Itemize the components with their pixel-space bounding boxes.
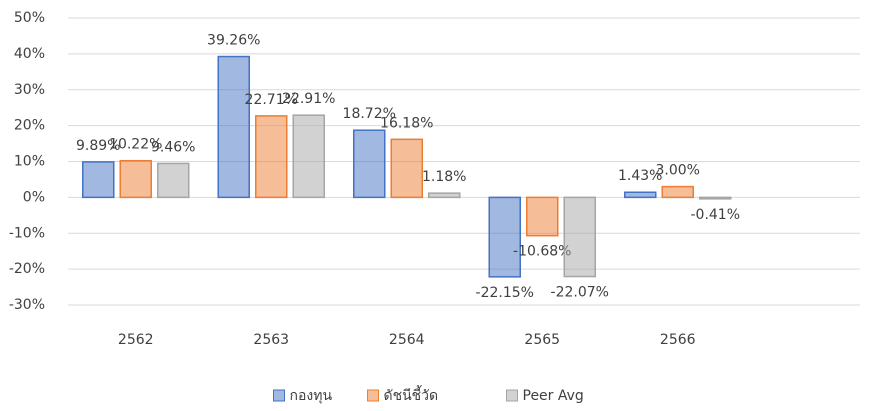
data-label: 10.22% bbox=[109, 137, 162, 153]
data-label: 39.26% bbox=[207, 33, 260, 49]
x-tick-label: 2563 bbox=[253, 332, 289, 348]
data-label: 1.18% bbox=[422, 169, 466, 185]
bar bbox=[661, 185, 694, 199]
data-label: 1.43% bbox=[618, 168, 662, 184]
bar bbox=[428, 192, 461, 199]
x-tick-label: 2564 bbox=[389, 332, 425, 348]
y-tick-label: 50% bbox=[14, 10, 45, 26]
y-tick-label: -30% bbox=[9, 297, 45, 313]
bar bbox=[699, 196, 732, 200]
data-label: 3.00% bbox=[656, 163, 700, 179]
legend-label: ดัชนีชี้วัด bbox=[384, 385, 439, 404]
bar bbox=[119, 159, 152, 199]
bar bbox=[624, 191, 657, 199]
legend-swatch bbox=[273, 389, 285, 402]
bar bbox=[255, 115, 288, 199]
y-tick-label: 10% bbox=[14, 154, 45, 170]
y-tick-label: -20% bbox=[9, 261, 45, 277]
legend-label: กองทุน bbox=[290, 388, 333, 404]
y-tick-label: 40% bbox=[14, 46, 45, 62]
legend-swatch bbox=[367, 389, 379, 402]
bar bbox=[390, 138, 423, 199]
data-label: 18.72% bbox=[343, 106, 396, 122]
bar bbox=[353, 129, 386, 199]
y-tick-label: 0% bbox=[23, 189, 45, 205]
data-label: -22.07% bbox=[551, 285, 609, 301]
data-label: 22.91% bbox=[282, 91, 335, 107]
x-tick-label: 2562 bbox=[118, 332, 154, 348]
data-label: -0.41% bbox=[690, 207, 740, 223]
x-tick-label: 2566 bbox=[660, 332, 696, 348]
x-tick-label: 2565 bbox=[524, 332, 560, 348]
data-label: 9.89% bbox=[76, 138, 120, 154]
data-label: -22.15% bbox=[476, 285, 534, 301]
bar bbox=[217, 55, 250, 199]
legend-swatch bbox=[506, 389, 518, 402]
bar bbox=[563, 196, 596, 278]
data-label: -10.68% bbox=[513, 244, 571, 260]
bar bbox=[526, 196, 559, 237]
bar bbox=[82, 161, 115, 199]
data-label: 22.71% bbox=[245, 92, 298, 108]
bar bbox=[292, 114, 325, 199]
bar bbox=[157, 162, 190, 199]
y-tick-label: 20% bbox=[14, 118, 45, 134]
legend-label: Peer Avg bbox=[523, 388, 584, 404]
y-tick-label: -10% bbox=[9, 225, 45, 241]
bar bbox=[488, 196, 521, 278]
y-tick-label: 30% bbox=[14, 82, 45, 98]
data-label: 9.46% bbox=[151, 139, 195, 155]
data-label: 16.18% bbox=[380, 115, 433, 131]
